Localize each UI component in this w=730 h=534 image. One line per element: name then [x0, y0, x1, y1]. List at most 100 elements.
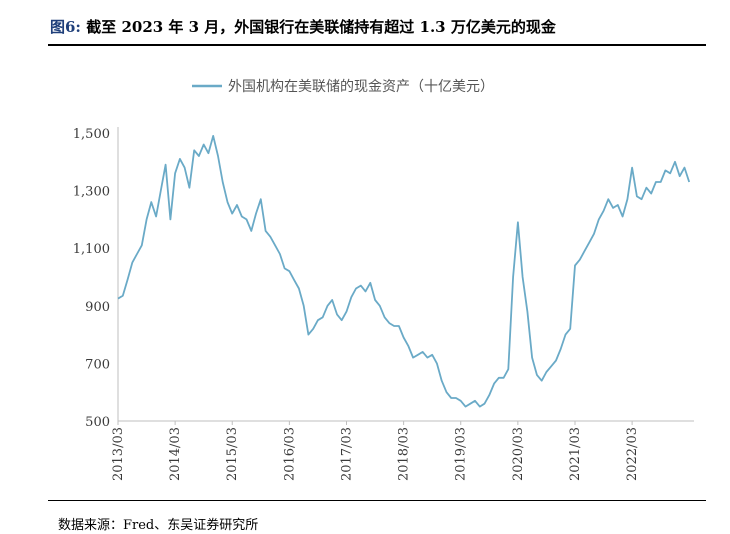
- data-point: [612, 207, 614, 209]
- data-point: [331, 299, 333, 301]
- data-point: [522, 276, 524, 278]
- data-point: [398, 325, 400, 327]
- data-point: [279, 253, 281, 255]
- data-point: [684, 167, 686, 169]
- data-point: [465, 406, 467, 408]
- data-point: [379, 305, 381, 307]
- data-point: [427, 357, 429, 359]
- data-point: [117, 298, 119, 300]
- series-line: [117, 134, 691, 408]
- data-point: [512, 276, 514, 278]
- data-point: [436, 363, 438, 365]
- data-point: [527, 311, 529, 313]
- data-point: [360, 285, 362, 287]
- data-point: [284, 268, 286, 270]
- data-point: [412, 357, 414, 359]
- x-tick-label: 2016/03: [282, 427, 297, 481]
- x-tick-label: 2021/03: [568, 427, 583, 481]
- data-point: [227, 201, 229, 203]
- data-point: [622, 216, 624, 218]
- data-point: [389, 322, 391, 324]
- x-tick-label: 2014/03: [168, 427, 183, 481]
- legend-label: 外国机构在美联储的现金资产（十亿美元）: [228, 79, 494, 95]
- data-point: [384, 317, 386, 319]
- data-point: [441, 380, 443, 382]
- data-point: [350, 296, 352, 298]
- data-point: [270, 236, 272, 238]
- x-tick-label: 2015/03: [225, 427, 240, 481]
- data-point: [355, 288, 357, 290]
- data-point: [546, 371, 548, 373]
- data-point: [555, 360, 557, 362]
- data-point: [255, 213, 257, 215]
- data-point: [508, 368, 510, 370]
- data-point: [641, 198, 643, 200]
- data-point: [170, 219, 172, 221]
- data-point: [517, 221, 519, 223]
- x-tick-label: 2020/03: [511, 427, 526, 481]
- y-tick-label: 500: [85, 415, 110, 430]
- data-point: [536, 374, 538, 376]
- data-point: [174, 173, 176, 175]
- data-point: [131, 262, 133, 264]
- data-point: [303, 305, 305, 307]
- data-point: [160, 190, 162, 192]
- data-point: [422, 351, 424, 353]
- data-point: [493, 383, 495, 385]
- figure-label: 图6:: [50, 18, 81, 36]
- data-point: [450, 397, 452, 399]
- data-point: [208, 152, 210, 154]
- data-point: [146, 219, 148, 221]
- data-point: [260, 198, 262, 200]
- data-point: [460, 400, 462, 402]
- data-point: [308, 334, 310, 336]
- data-point: [655, 181, 657, 183]
- y-tick-label: 1,100: [73, 242, 110, 257]
- data-point: [660, 181, 662, 183]
- data-point: [598, 219, 600, 221]
- data-point: [231, 213, 233, 215]
- data-point: [574, 265, 576, 267]
- data-point: [127, 279, 129, 281]
- data-point: [122, 295, 124, 297]
- data-point: [250, 230, 252, 232]
- x-tick-label: 2022/03: [625, 427, 640, 481]
- data-point: [627, 198, 629, 200]
- data-point: [322, 317, 324, 319]
- data-point: [293, 279, 295, 281]
- data-point: [579, 259, 581, 261]
- data-point: [222, 181, 224, 183]
- data-point: [608, 198, 610, 200]
- data-point: [393, 325, 395, 327]
- data-point: [289, 270, 291, 272]
- data-point: [674, 161, 676, 163]
- figure-title: 图6: 截至 2023 年 3 月，外国银行在美联储持有超过 1.3 万亿美元的…: [50, 16, 556, 37]
- data-point: [665, 170, 667, 172]
- data-point: [298, 288, 300, 290]
- y-tick-label: 900: [85, 300, 110, 315]
- data-point: [593, 233, 595, 235]
- data-point: [417, 354, 419, 356]
- data-point: [479, 406, 481, 408]
- data-point: [688, 181, 690, 183]
- data-point: [217, 155, 219, 157]
- data-point: [541, 380, 543, 382]
- y-tick-label: 1,500: [73, 127, 110, 142]
- data-point: [403, 337, 405, 339]
- data-point: [408, 345, 410, 347]
- data-point: [193, 149, 195, 151]
- data-point: [265, 230, 267, 232]
- data-point: [212, 135, 214, 137]
- data-point: [531, 357, 533, 359]
- data-point: [617, 204, 619, 206]
- data-point: [374, 299, 376, 301]
- data-point: [669, 173, 671, 175]
- data-point: [179, 158, 181, 160]
- y-tick-label: 700: [85, 357, 110, 372]
- data-point: [646, 187, 648, 189]
- data-point: [569, 328, 571, 330]
- data-point: [446, 391, 448, 393]
- data-point: [679, 175, 681, 177]
- source-note: 数据来源：Fred、东吴证券研究所: [58, 518, 259, 533]
- data-point: [365, 291, 367, 293]
